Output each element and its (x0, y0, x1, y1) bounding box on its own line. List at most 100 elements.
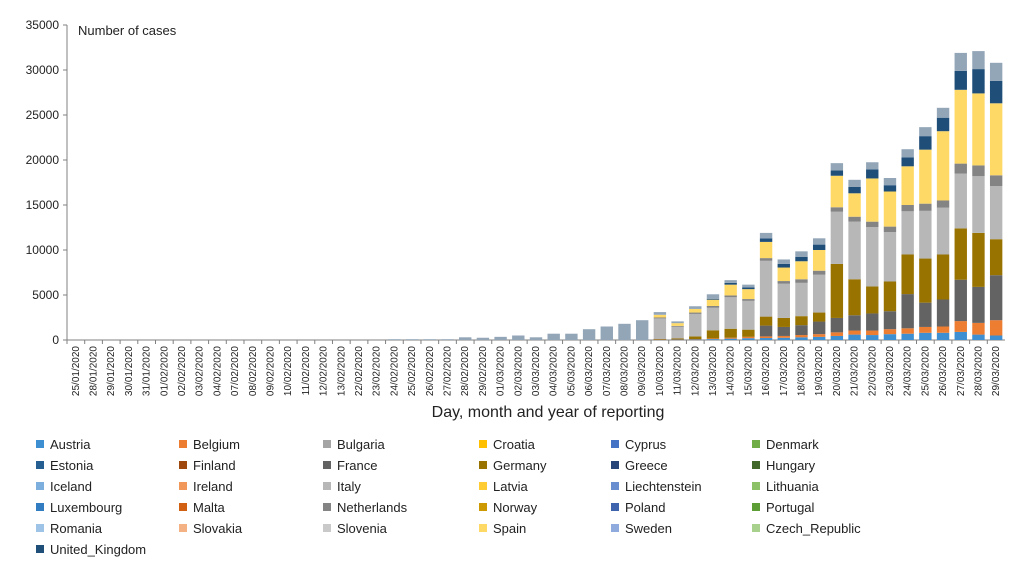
bar-segment-netherlands (848, 216, 861, 222)
x-tick-label: 15/03/2020 (743, 346, 754, 396)
legend-swatch (36, 524, 44, 532)
bar-segment-france (972, 286, 985, 323)
bar-segment-italy (706, 307, 720, 331)
bar-segment-other-countries (635, 320, 649, 340)
x-tick-label: 14/03/2020 (726, 346, 737, 396)
bar-segment-other-countries (883, 178, 897, 186)
legend-swatch (323, 482, 331, 490)
bar-segment-germany (830, 263, 844, 318)
legend-label: Finland (193, 457, 236, 473)
legend-swatch (323, 440, 331, 448)
y-tick-label: 25000 (26, 108, 60, 122)
x-tick-label: 28/03/2020 (973, 346, 984, 396)
x-tick-label: 09/02/2020 (266, 346, 277, 396)
bar-segment-united-kingdom (919, 136, 932, 150)
bar-segment-belgium (848, 330, 861, 335)
legend-item-slovenia: Slovenia (323, 518, 387, 538)
bar-segment-netherlands (954, 163, 967, 174)
bar-segment-austria (830, 335, 844, 340)
x-tick-label: 09/03/2020 (637, 346, 648, 396)
bar-segment-france (936, 299, 950, 327)
bar-segment-netherlands (759, 258, 773, 261)
legend-swatch (179, 503, 187, 511)
bar-segment-other-countries (848, 179, 861, 187)
bar-segment-belgium (936, 326, 950, 333)
x-tick-label: 24/02/2020 (389, 346, 400, 396)
x-tick-label: 02/03/2020 (513, 346, 524, 396)
x-tick-label: 12/02/2020 (319, 346, 330, 396)
legend-swatch (323, 503, 331, 511)
bar-segment-belgium (866, 330, 879, 336)
bar-segment-other-countries (795, 251, 808, 257)
legend-label: Belgium (193, 436, 240, 452)
x-tick-label: 01/02/2020 (159, 346, 170, 396)
bar-segment-spain (795, 261, 808, 280)
bar-segment-austria (724, 338, 737, 340)
y-tick-label: 5000 (32, 288, 59, 302)
bar-segment-germany (989, 239, 1003, 276)
bar-segment-spain (653, 314, 667, 318)
legend-label: Norway (493, 499, 538, 515)
bar-segment-austria (866, 335, 879, 340)
bar-segment-belgium (830, 332, 844, 336)
legend-label: Lithuania (766, 478, 819, 494)
bar-segment-other-countries (759, 232, 773, 239)
x-tick-label: 20/03/2020 (832, 346, 843, 396)
bar-segment-austria (883, 334, 897, 340)
bar-segment-germany (724, 328, 737, 338)
legend-swatch (752, 461, 760, 469)
legend-swatch (36, 482, 44, 490)
legend-label: Cyprus (625, 436, 667, 452)
bar-segment-france (866, 313, 879, 331)
bar-segment-other-countries (459, 337, 472, 340)
x-tick-label: 03/02/2020 (195, 346, 206, 396)
bar-segment-belgium (919, 326, 932, 333)
legend-item-germany: Germany (479, 455, 546, 475)
bar-segment-spain (724, 284, 737, 296)
bar-segment-belgium (883, 329, 897, 335)
legend-item-united-kingdom: United_Kingdom (36, 539, 146, 559)
legend-swatch (179, 482, 187, 490)
bar-segment-netherlands (830, 207, 844, 212)
x-tick-label: 05/03/2020 (566, 346, 577, 396)
bar-segment-united-kingdom (989, 80, 1003, 104)
bar-segment-austria (742, 338, 755, 340)
bar-segment-netherlands (689, 312, 702, 314)
bar-segment-italy (671, 326, 684, 339)
bar-segment-netherlands (724, 295, 737, 298)
x-tick-label: 26/03/2020 (938, 346, 949, 396)
x-tick-label: 07/03/2020 (602, 346, 613, 396)
bar-segment-netherlands (901, 205, 914, 212)
bar-segment-other-countries (582, 329, 596, 340)
bar-segment-spain (972, 93, 985, 166)
x-tick-label: 02/02/2020 (177, 346, 188, 396)
bar-segment-spain (883, 191, 897, 227)
bar-segment-other-countries (494, 336, 507, 340)
bar-segment-germany (706, 330, 720, 339)
legend-label: Slovenia (337, 520, 387, 536)
bar-segment-italy (689, 313, 702, 337)
bar-segment-spain (936, 131, 950, 201)
legend-label: Slovakia (193, 520, 243, 536)
legend-swatch (36, 545, 44, 553)
x-tick-label: 01/03/2020 (496, 346, 507, 396)
legend-label: Iceland (50, 478, 92, 494)
legend-swatch (479, 524, 487, 532)
bar-segment-italy (812, 274, 826, 313)
legend-swatch (611, 482, 619, 490)
legend-swatch (179, 440, 187, 448)
bar-segment-other-countries (936, 107, 950, 118)
bar-segment-netherlands (989, 175, 1003, 187)
bar-segment-spain (830, 175, 844, 208)
x-tick-label: 13/03/2020 (708, 346, 719, 396)
bar-segment-france (759, 325, 773, 337)
bar-segment-netherlands (919, 203, 932, 211)
x-tick-label: 08/03/2020 (619, 346, 630, 396)
bar-segment-other-countries (441, 339, 454, 340)
legend-item-norway: Norway (479, 497, 537, 517)
bar-segment-other-countries (476, 337, 490, 340)
bar-segment-united-kingdom (954, 70, 967, 90)
x-tick-label: 29/02/2020 (478, 346, 489, 396)
bar-segment-austria (706, 339, 720, 340)
legend-swatch (611, 440, 619, 448)
